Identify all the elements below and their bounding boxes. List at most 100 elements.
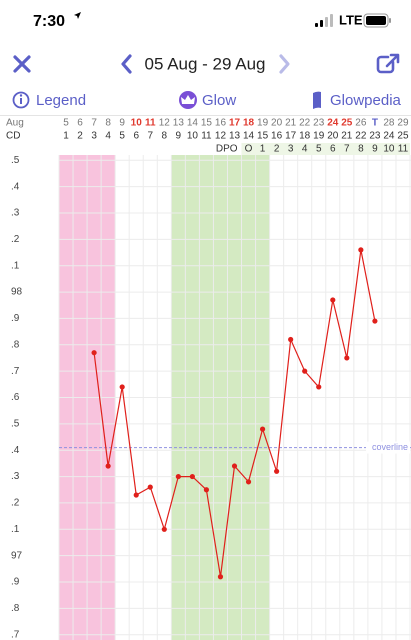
- glowpedia-button[interactable]: Glowpedia: [313, 91, 402, 109]
- y-tick-label: .4: [11, 445, 20, 456]
- dpo-value: 1: [260, 144, 266, 155]
- next-button[interactable]: [279, 54, 290, 74]
- date-label: 12: [159, 118, 171, 129]
- cycle-day-label: 5: [119, 131, 125, 142]
- y-tick-label: .9: [11, 313, 20, 324]
- cd-label: CD: [6, 131, 20, 142]
- dpo-value: 9: [372, 144, 378, 155]
- coverline-label: coverline: [372, 442, 408, 452]
- date-label: 8: [105, 118, 111, 129]
- temperature-point: [344, 355, 350, 361]
- date-range: 05 Aug - 29 Aug: [145, 54, 266, 73]
- temperature-point: [119, 384, 125, 390]
- glow-label: Glow: [202, 92, 236, 109]
- y-tick-label: .5: [11, 418, 20, 429]
- date-label: 6: [77, 118, 83, 129]
- month-label: Aug: [6, 118, 24, 129]
- date-label: 13: [173, 118, 185, 129]
- temperature-point: [189, 473, 195, 480]
- dpo-value: 7: [344, 144, 350, 155]
- cycle-day-label: 3: [91, 131, 97, 142]
- y-tick-label: .7: [11, 629, 20, 640]
- temperature-point: [372, 318, 378, 324]
- date-label: 18: [243, 118, 255, 129]
- date-label: 17: [229, 118, 241, 129]
- temperature-point: [245, 479, 252, 485]
- date-label: 20: [271, 118, 283, 129]
- location-icon: [74, 12, 81, 19]
- dpo-value: 4: [302, 144, 308, 155]
- dpo-value: 8: [358, 144, 364, 155]
- temperature-point: [133, 492, 139, 498]
- temperature-point: [288, 336, 294, 343]
- dpo-value: 3: [288, 144, 294, 155]
- share-button[interactable]: [376, 53, 400, 74]
- cycle-day-label: 18: [299, 131, 311, 142]
- cycle-day-label: 17: [285, 131, 297, 142]
- signal-icon: [315, 14, 333, 27]
- temperature-point: [105, 463, 111, 469]
- date-label: 15: [201, 118, 213, 129]
- cycle-day-label: 24: [383, 131, 395, 142]
- cycle-day-label: 16: [271, 131, 283, 142]
- y-tick-label: .7: [11, 366, 20, 377]
- status-time: 7:30: [33, 13, 65, 30]
- date-label: 5: [63, 118, 69, 129]
- glowpedia-label: Glowpedia: [330, 92, 402, 109]
- battery-icon: [363, 13, 391, 28]
- cycle-day-label: 13: [229, 131, 241, 142]
- temperature-point: [161, 526, 167, 532]
- cycle-day-label: 1: [63, 131, 69, 142]
- y-tick-label: .2: [11, 498, 20, 509]
- y-tick-label: .8: [11, 339, 20, 350]
- y-tick-label: .3: [11, 471, 20, 482]
- cycle-day-label: 10: [187, 131, 199, 142]
- temperature-point: [203, 487, 210, 493]
- cycle-day-label: 22: [355, 131, 367, 142]
- dpo-value: 5: [316, 144, 322, 155]
- cycle-day-label: 7: [147, 131, 153, 142]
- dpo-value: 11: [398, 144, 409, 155]
- temperature-point: [147, 484, 153, 490]
- temperature-point: [330, 297, 336, 303]
- date-label: T: [372, 118, 378, 129]
- bbt-chart: .5.4.3.2.198.9.8.7.6.5.4.3.2.197.9.8.7Au…: [6, 118, 411, 640]
- date-label: 26: [355, 118, 367, 129]
- date-label: 21: [285, 118, 297, 129]
- legend-button[interactable]: Legend: [12, 91, 87, 109]
- y-tick-label: 97: [11, 550, 23, 561]
- y-tick-label: .1: [11, 524, 20, 535]
- date-label: 10: [131, 118, 143, 129]
- y-tick-label: .1: [11, 260, 20, 271]
- cycle-day-label: 23: [369, 131, 381, 142]
- temperature-point: [358, 247, 364, 253]
- temperature-point: [302, 368, 308, 374]
- cycle-day-label: 25: [397, 131, 409, 142]
- cycle-day-label: 21: [341, 131, 353, 142]
- date-label: 28: [383, 118, 395, 129]
- prev-button[interactable]: [121, 54, 132, 74]
- date-label: 14: [187, 118, 199, 129]
- legend-label: Legend: [36, 92, 86, 109]
- cycle-day-label: 15: [257, 131, 269, 142]
- date-label: 23: [313, 118, 325, 129]
- dpo-label: DPO: [216, 144, 238, 155]
- temperature-point: [91, 350, 97, 356]
- cycle-day-label: 2: [77, 131, 83, 142]
- y-tick-label: .5: [11, 155, 20, 166]
- close-button[interactable]: [13, 55, 31, 73]
- cycle-day-label: 14: [243, 131, 255, 142]
- cycle-day-label: 6: [133, 131, 139, 142]
- y-tick-label: .2: [11, 234, 20, 245]
- temperature-point: [217, 574, 224, 580]
- status-network: LTE: [339, 12, 363, 27]
- glow-button[interactable]: Glow: [179, 91, 236, 109]
- temperature-point: [274, 468, 280, 474]
- cycle-day-label: 4: [105, 131, 111, 142]
- temperature-point: [316, 384, 322, 390]
- cycle-day-label: 9: [176, 131, 182, 142]
- date-label: 11: [145, 118, 156, 129]
- cycle-day-label: 8: [162, 131, 168, 142]
- y-tick-label: 98: [11, 287, 23, 298]
